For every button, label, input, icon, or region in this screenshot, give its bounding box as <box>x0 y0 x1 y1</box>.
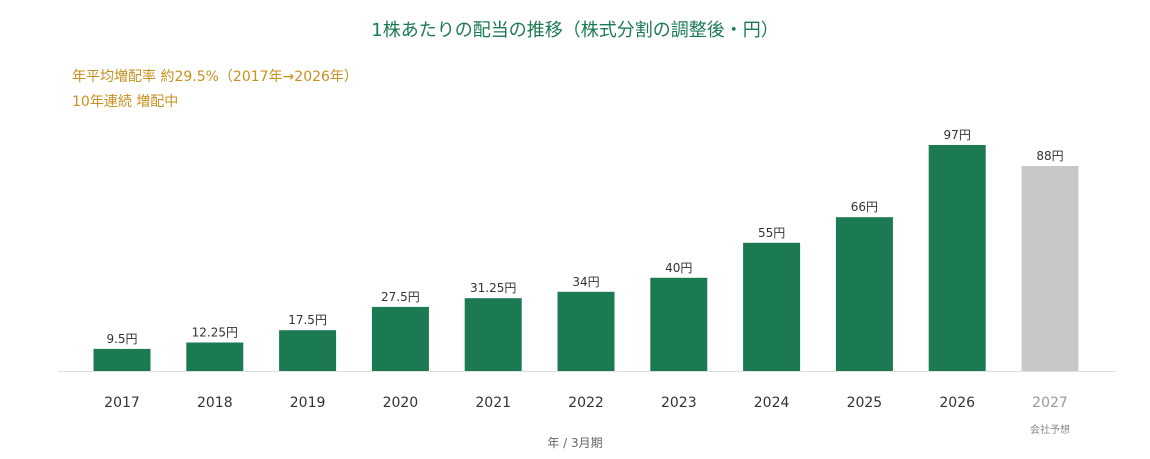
bars-group: 9.5円 12.25円 17.5円 27.5円 31.25円 34円 40円 55円 66円 97… <box>93 128 1079 371</box>
bar-value-label-2020: 27.5円 <box>381 290 420 304</box>
x-tick-2019: 2019 <box>290 395 326 411</box>
bar-value-label-2019: 17.5円 <box>288 313 327 327</box>
bar-2023 <box>650 277 708 371</box>
bar-value-label-2025: 66円 <box>851 200 878 214</box>
bar-value-label-2026: 97円 <box>944 128 971 142</box>
x-axis-ticks: 2017 2018 2019 2020 2021 2022 2023 2024 2025 2026… <box>104 395 1070 436</box>
x-tick-2021: 2021 <box>475 395 511 411</box>
x-tick-2023: 2023 <box>661 395 697 411</box>
bar-2025 <box>835 217 893 371</box>
x-tick-2022: 2022 <box>568 395 604 411</box>
forecast-note: 会社予想 <box>1030 423 1070 436</box>
bar-2026 <box>928 145 986 371</box>
x-tick-2026: 2026 <box>939 395 975 411</box>
x-tick-2018: 2018 <box>197 395 233 411</box>
bar-2027 <box>1021 166 1079 371</box>
x-axis-label: 年 / 3月期 <box>547 436 602 450</box>
bar-value-label-2017: 9.5円 <box>106 332 137 346</box>
x-tick-2017: 2017 <box>104 395 140 411</box>
bar-2024 <box>743 242 801 371</box>
x-tick-2024: 2024 <box>754 395 790 411</box>
bar-2017 <box>93 348 151 371</box>
bar-2021 <box>464 298 522 371</box>
chart-title: 1株あたりの配当の推移（株式分割の調整後・円） <box>371 20 778 41</box>
bar-value-label-2024: 55円 <box>758 226 785 240</box>
streak-note: 10年連続 増配中 <box>72 93 178 110</box>
bar-value-label-2018: 12.25円 <box>192 326 238 340</box>
bar-value-label-2023: 40円 <box>665 261 692 275</box>
bar-2022 <box>557 291 615 371</box>
bar-2019 <box>279 330 337 371</box>
x-tick-2025: 2025 <box>847 395 883 411</box>
bar-2020 <box>371 306 429 371</box>
cagr-note: 年平均増配率 約29.5%（2017年→2026年） <box>72 68 358 85</box>
bar-value-label-2022: 34円 <box>572 275 599 289</box>
x-tick-2020: 2020 <box>383 395 419 411</box>
bar-2018 <box>186 342 244 371</box>
bar-value-label-2027: 88円 <box>1036 149 1063 163</box>
x-tick-2027: 2027 <box>1032 395 1068 411</box>
bar-value-label-2021: 31.25円 <box>470 281 516 295</box>
